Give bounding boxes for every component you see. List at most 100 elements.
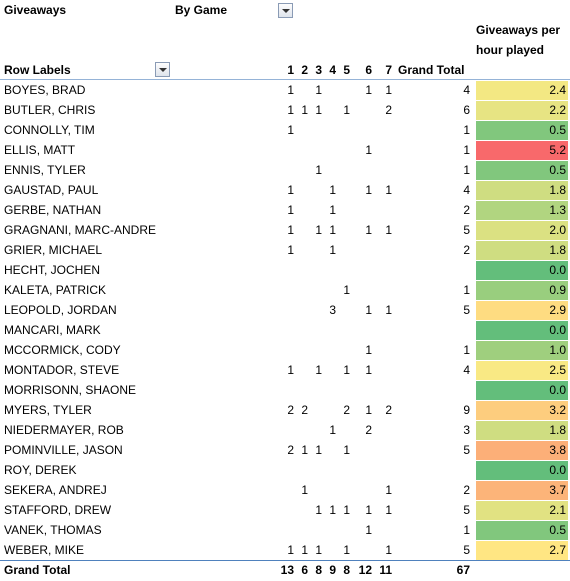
row-label: MYERS, TYLER bbox=[4, 403, 92, 417]
game-cell: 2 bbox=[365, 423, 372, 437]
rate-cell: 1.8 bbox=[549, 243, 566, 257]
total-cell: 5 bbox=[463, 303, 470, 317]
game-cell: 1 bbox=[287, 183, 294, 197]
row-labels-dropdown[interactable] bbox=[155, 62, 170, 77]
rate-background bbox=[476, 161, 568, 180]
grand-total-value: 67 bbox=[456, 563, 470, 577]
row-label: NIEDERMAYER, ROB bbox=[4, 423, 124, 437]
header-area bbox=[0, 0, 570, 80]
rate-cell: 0.9 bbox=[549, 283, 566, 297]
rate-cell: 0.0 bbox=[549, 463, 566, 477]
filter-dropdown[interactable] bbox=[278, 3, 293, 18]
game-cell: 1 bbox=[365, 83, 372, 97]
row-label: MONTADOR, STEVE bbox=[4, 363, 120, 377]
rate-background bbox=[476, 401, 568, 420]
game-cell: 1 bbox=[365, 403, 372, 417]
grand-total-game: 11 bbox=[379, 563, 392, 577]
rate-cell: 2.5 bbox=[549, 363, 566, 377]
grand-total-game: 8 bbox=[343, 563, 350, 577]
game-cell: 1 bbox=[287, 543, 294, 557]
game-cell: 1 bbox=[329, 423, 336, 437]
game-cell: 1 bbox=[365, 343, 372, 357]
total-cell: 1 bbox=[463, 283, 470, 297]
row-label: GRIER, MICHAEL bbox=[4, 243, 103, 257]
game-cell: 1 bbox=[365, 523, 372, 537]
game-cell: 2 bbox=[287, 403, 294, 417]
game-cell: 1 bbox=[329, 183, 336, 197]
rate-cell: 2.2 bbox=[549, 103, 566, 117]
row-label: LEOPOLD, JORDAN bbox=[4, 303, 117, 317]
rate-cell: 1.3 bbox=[549, 203, 566, 217]
game-cell: 1 bbox=[315, 543, 322, 557]
game-cell: 1 bbox=[365, 183, 372, 197]
rate-background bbox=[476, 301, 568, 320]
total-cell: 1 bbox=[463, 523, 470, 537]
game-cell: 1 bbox=[329, 243, 336, 257]
rate-cell: 0.5 bbox=[549, 523, 566, 537]
rate-cell: 3.7 bbox=[549, 483, 566, 497]
rate-cell: 0.5 bbox=[549, 123, 566, 137]
game-cell: 1 bbox=[301, 543, 308, 557]
rate-background bbox=[476, 461, 568, 480]
game-cell: 1 bbox=[365, 143, 372, 157]
total-cell: 2 bbox=[463, 203, 470, 217]
game-cell: 1 bbox=[287, 363, 294, 377]
game-cell: 3 bbox=[329, 303, 336, 317]
game-cell: 1 bbox=[329, 223, 336, 237]
column-header: 7 bbox=[385, 63, 392, 77]
rate-background bbox=[476, 341, 568, 360]
rate-cell: 0.5 bbox=[549, 163, 566, 177]
rate-header: Giveaways per hour played bbox=[476, 23, 561, 57]
game-cell: 1 bbox=[301, 443, 308, 457]
row-label: BUTLER, CHRIS bbox=[4, 103, 96, 117]
total-cell: 4 bbox=[463, 363, 470, 377]
rate-background bbox=[476, 181, 568, 200]
column-header: 5 bbox=[343, 63, 350, 77]
row-label: ENNIS, TYLER bbox=[4, 163, 86, 177]
row-label: BOYES, BRAD bbox=[4, 83, 86, 97]
rate-cell: 2.1 bbox=[549, 503, 566, 517]
game-cell: 2 bbox=[343, 403, 350, 417]
rate-cell: 5.2 bbox=[549, 143, 566, 157]
game-cell: 2 bbox=[287, 443, 294, 457]
filter-label: By Game bbox=[175, 3, 228, 17]
row-label: MCCORMICK, CODY bbox=[4, 343, 121, 357]
rate-background bbox=[476, 101, 568, 120]
row-label: VANEK, THOMAS bbox=[4, 523, 102, 537]
column-header: 2 bbox=[301, 63, 308, 77]
grand-total-game: 12 bbox=[358, 563, 372, 577]
game-cell: 1 bbox=[365, 503, 372, 517]
game-cell: 1 bbox=[287, 103, 294, 117]
total-cell: 5 bbox=[463, 443, 470, 457]
rate-background bbox=[476, 81, 568, 100]
rate-background bbox=[476, 381, 568, 400]
total-cell: 6 bbox=[463, 103, 470, 117]
game-cell: 1 bbox=[343, 283, 350, 297]
rate-cell: 2.4 bbox=[549, 83, 566, 97]
rate-cell: 3.8 bbox=[549, 443, 566, 457]
game-cell: 1 bbox=[301, 103, 308, 117]
rate-cell: 1.8 bbox=[549, 423, 566, 437]
game-cell: 1 bbox=[385, 83, 392, 97]
row-label: MORRISONN, SHAONE bbox=[4, 383, 137, 397]
total-cell: 9 bbox=[463, 403, 470, 417]
rate-cell: 2.0 bbox=[549, 223, 566, 237]
row-label: GRAGNANI, MARC-ANDRE bbox=[4, 223, 157, 237]
game-cell: 1 bbox=[287, 243, 294, 257]
game-cell: 1 bbox=[385, 483, 392, 497]
game-cell: 1 bbox=[343, 503, 350, 517]
game-cell: 1 bbox=[315, 223, 322, 237]
rate-background bbox=[476, 361, 568, 380]
game-cell: 1 bbox=[365, 223, 372, 237]
grand-total-game: 8 bbox=[315, 563, 322, 577]
rate-background bbox=[476, 221, 568, 240]
row-label: ROY, DEREK bbox=[4, 463, 77, 477]
game-cell: 1 bbox=[287, 83, 294, 97]
game-cell: 1 bbox=[315, 163, 322, 177]
rate-cell: 3.2 bbox=[549, 403, 566, 417]
game-cell: 2 bbox=[301, 403, 308, 417]
game-cell: 1 bbox=[343, 363, 350, 377]
rate-background bbox=[476, 141, 568, 160]
rate-cell: 0.0 bbox=[549, 323, 566, 337]
rate-cell: 2.9 bbox=[549, 303, 566, 317]
